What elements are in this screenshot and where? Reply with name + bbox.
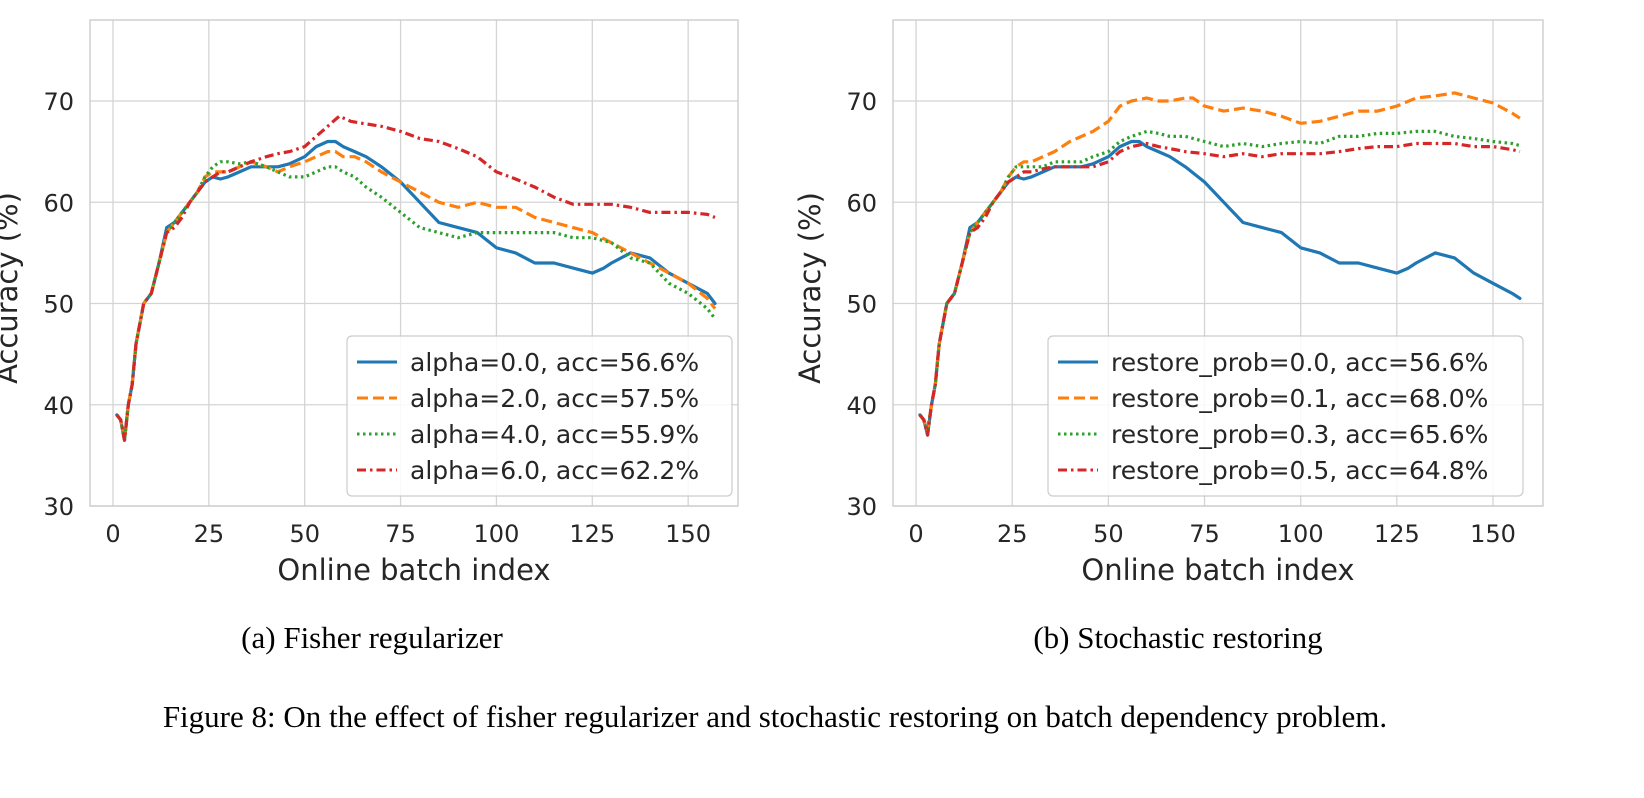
y-tick-label: 30 <box>43 493 74 521</box>
plot-frame <box>89 19 739 507</box>
y-tick-label: 50 <box>43 291 74 319</box>
legend-entry: alpha=2.0, acc=57.5% <box>410 384 699 413</box>
x-axis-label: Online batch index <box>1081 553 1354 587</box>
legend-entry: restore_prob=0.0, acc=56.6% <box>1111 348 1488 377</box>
y-tick-label: 60 <box>846 189 877 217</box>
legend-entry: alpha=6.0, acc=62.2% <box>410 456 699 485</box>
y-tick-label: 70 <box>43 88 74 116</box>
subcaption: (b) Stochastic restoring <box>1033 620 1322 655</box>
x-tick-label: 25 <box>194 520 225 548</box>
x-tick-label: 125 <box>1374 520 1420 548</box>
y-tick-label: 70 <box>846 88 877 116</box>
series-layer <box>115 114 717 442</box>
y-axis-label: Accuracy (%) <box>793 192 827 384</box>
y-tick-label: 40 <box>43 392 74 420</box>
x-tick-label: 150 <box>665 520 711 548</box>
legend: alpha=0.0, acc=56.6% alpha=2.0, acc=57.5%… <box>346 335 733 497</box>
legend-entry: restore_prob=0.1, acc=68.0% <box>1111 384 1488 413</box>
legend-box <box>346 335 733 497</box>
plot-frame <box>892 19 1544 507</box>
y-tick-label: 40 <box>846 392 877 420</box>
y-tick-label: 30 <box>846 493 877 521</box>
legend-box <box>1047 335 1524 497</box>
x-tick-label: 0 <box>908 520 923 548</box>
x-tick-label: 75 <box>385 520 416 548</box>
y-tick-label: 50 <box>846 291 877 319</box>
x-tick-label: 125 <box>569 520 615 548</box>
series-layer <box>918 91 1522 437</box>
series-line-3 <box>115 114 716 442</box>
x-tick-label: 50 <box>1093 520 1124 548</box>
x-tick-label: 100 <box>474 520 520 548</box>
series-line-1 <box>918 91 1521 432</box>
y-tick-labels: 30 40 50 60 70 <box>43 88 74 521</box>
series-line-2 <box>918 129 1521 432</box>
legend-entry: alpha=4.0, acc=55.9% <box>410 420 699 449</box>
subcaption: (a) Fisher regularizer <box>241 620 503 655</box>
x-tick-label: 75 <box>1189 520 1220 548</box>
x-tick-label: 50 <box>289 520 320 548</box>
x-tick-label: 25 <box>997 520 1028 548</box>
x-axis-label: Online batch index <box>277 553 550 587</box>
x-tick-labels: 0 25 50 75 100 125 150 <box>105 520 711 548</box>
chart-fisher-regularizer: 0 25 50 75 100 125 150 30 40 50 60 70 Online batch… <box>0 19 739 655</box>
x-tick-label: 150 <box>1470 520 1516 548</box>
x-tick-labels: 0 25 50 75 100 125 150 <box>908 520 1515 548</box>
x-tick-label: 100 <box>1278 520 1324 548</box>
figure-caption: Figure 8: On the effect of fisher regula… <box>163 699 1387 734</box>
y-tick-labels: 30 40 50 60 70 <box>846 88 877 521</box>
x-tick-label: 0 <box>105 520 120 548</box>
chart-stochastic-restoring: 0 25 50 75 100 125 150 30 40 50 60 70 Online batch… <box>793 19 1544 655</box>
legend-entry: alpha=0.0, acc=56.6% <box>410 348 699 377</box>
y-tick-label: 60 <box>43 189 74 217</box>
legend: restore_prob=0.0, acc=56.6% restore_prob=… <box>1047 335 1524 497</box>
y-axis-label: Accuracy (%) <box>0 192 24 384</box>
legend-entry: restore_prob=0.5, acc=64.8% <box>1111 456 1488 485</box>
legend-entry: restore_prob=0.3, acc=65.6% <box>1111 420 1488 449</box>
